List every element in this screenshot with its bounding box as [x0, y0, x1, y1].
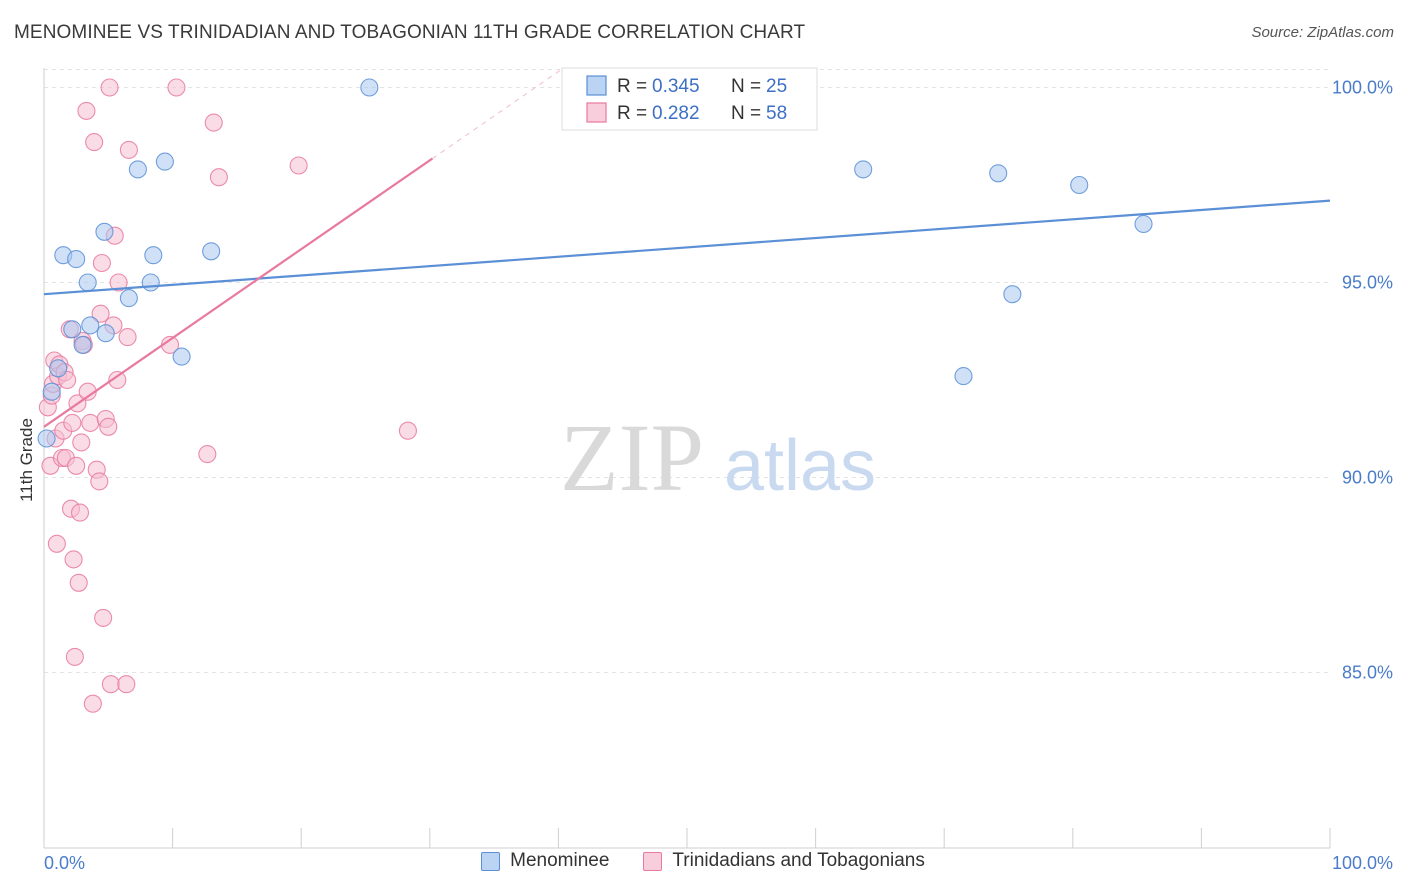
legend-n-label-0: N = — [731, 76, 761, 97]
menominee-swatch — [481, 851, 501, 871]
y-axis-label: 11th Grade — [17, 418, 36, 502]
trinidadian-point-28 — [81, 413, 100, 432]
menominee-point-17 — [202, 242, 221, 261]
trinidadian-point-51 — [209, 168, 228, 187]
legend-n-value-1: 58 — [766, 103, 787, 124]
menominee-point-10 — [96, 324, 115, 343]
series-menominee — [37, 78, 1153, 448]
menominee-point-11 — [119, 289, 138, 308]
trinidadian-point-18 — [65, 647, 84, 666]
bottom-legend: Menominee Trinidadians and Tobagonians — [0, 850, 1406, 872]
trinidadian-point-44 — [117, 675, 136, 694]
menominee-point-18 — [360, 78, 379, 97]
trinidadian-point-39 — [101, 675, 120, 694]
trinidadian-point-43 — [109, 273, 128, 292]
source-label: Source: ZipAtlas.com — [1251, 24, 1394, 41]
trinidadian-point-49 — [198, 445, 217, 464]
trinidadian-point-17 — [64, 550, 83, 569]
y-tick-label-1: 90.0% — [1342, 468, 1393, 488]
trinidadian-point-32 — [90, 472, 109, 491]
menominee-point-6 — [73, 335, 92, 354]
trinidadian-point-46 — [119, 140, 138, 159]
trinidadian-trend-line — [43, 157, 433, 428]
legend-n-label-1: N = — [731, 103, 761, 124]
menominee-point-15 — [155, 152, 174, 171]
menominee-point-0 — [37, 429, 56, 448]
menominee-point-21 — [989, 164, 1008, 183]
menominee-point-14 — [144, 246, 163, 265]
legend-swatch-trinidadians — [586, 102, 607, 123]
trinidadian-point-26 — [77, 101, 96, 120]
menominee-point-12 — [128, 160, 147, 179]
menominee-point-1 — [42, 382, 61, 401]
grid-lines — [44, 69, 1330, 673]
menominee-point-22 — [1003, 285, 1022, 304]
menominee-point-9 — [95, 222, 114, 241]
trinidadian-point-6 — [47, 534, 66, 553]
bottom-legend-menominee[interactable]: Menominee — [481, 850, 609, 872]
trinidadians-swatch — [643, 851, 663, 871]
menominee-point-16 — [172, 347, 191, 366]
trinidadian-point-16 — [63, 413, 82, 432]
bottom-legend-label-menominee: Menominee — [510, 850, 610, 871]
legend-r-label-0: R = — [617, 76, 647, 97]
trinidadian-point-30 — [85, 133, 104, 152]
trinidadian-point-19 — [67, 456, 86, 475]
menominee-point-19 — [854, 160, 873, 179]
y-tick-label-3: 100.0% — [1332, 78, 1393, 98]
legend-n-value-0: 25 — [766, 76, 787, 97]
x-tick-labels: 0.0% 100.0% — [44, 853, 1393, 873]
trinidadian-point-22 — [70, 503, 90, 522]
legend-swatch-menominee — [586, 75, 607, 96]
menominee-point-13 — [141, 273, 160, 292]
trinidadian-point-52 — [289, 156, 308, 175]
bottom-legend-label-trinidadians: Trinidadians and Tobagonians — [672, 850, 925, 871]
trinidadian-point-21 — [69, 573, 88, 592]
trinidadian-point-38 — [100, 78, 119, 97]
trinidadian-point-23 — [72, 433, 91, 452]
watermark-zip: ZIP — [560, 404, 704, 511]
menominee-point-23 — [1070, 175, 1089, 195]
trinidadian-point-37 — [99, 417, 118, 436]
trinidadian-point-53 — [398, 421, 417, 440]
trinidadian-point-48 — [167, 78, 186, 97]
menominee-point-20 — [954, 367, 973, 386]
y-tick-label-2: 95.0% — [1342, 273, 1393, 293]
watermark-atlas: atlas — [724, 426, 876, 506]
legend-r-value-0: 0.345 — [652, 76, 700, 97]
x-tick-label-1: 100.0% — [1332, 853, 1393, 873]
trinidadian-point-45 — [118, 328, 137, 347]
trend-lines — [43, 67, 1331, 428]
trinidadian-point-35 — [94, 608, 113, 627]
trinidadian-trend-extension — [432, 67, 564, 159]
trinidadian-point-34 — [92, 253, 111, 273]
legend-box: R = 0.345 N = 25 R = 0.282 N = 58 — [561, 67, 818, 131]
trinidadian-point-33 — [91, 304, 110, 323]
menominee-trend-line — [43, 199, 1331, 296]
menominee-point-8 — [81, 316, 100, 335]
menominee-point-24 — [1134, 214, 1153, 234]
chart-title: MENOMINEE VS TRINIDADIAN AND TOBAGONIAN … — [14, 22, 806, 43]
series-trinidadians — [38, 78, 417, 713]
trinidadian-point-42 — [108, 370, 127, 390]
y-tick-label-0: 85.0% — [1342, 663, 1393, 683]
y-tick-labels: 85.0% 90.0% 95.0% 100.0% — [1332, 78, 1393, 683]
legend-r-value-1: 0.282 — [652, 103, 700, 124]
menominee-point-7 — [78, 273, 97, 292]
menominee-point-4 — [63, 320, 82, 339]
trinidadian-point-50 — [204, 113, 223, 132]
axes — [43, 68, 1331, 849]
menominee-point-2 — [49, 359, 68, 378]
menominee-point-5 — [67, 250, 86, 269]
bottom-legend-trinidadians[interactable]: Trinidadians and Tobagonians — [643, 850, 925, 872]
trinidadian-point-29 — [83, 694, 102, 713]
x-tick-label-0: 0.0% — [44, 853, 85, 873]
legend-r-label-1: R = — [617, 103, 647, 124]
